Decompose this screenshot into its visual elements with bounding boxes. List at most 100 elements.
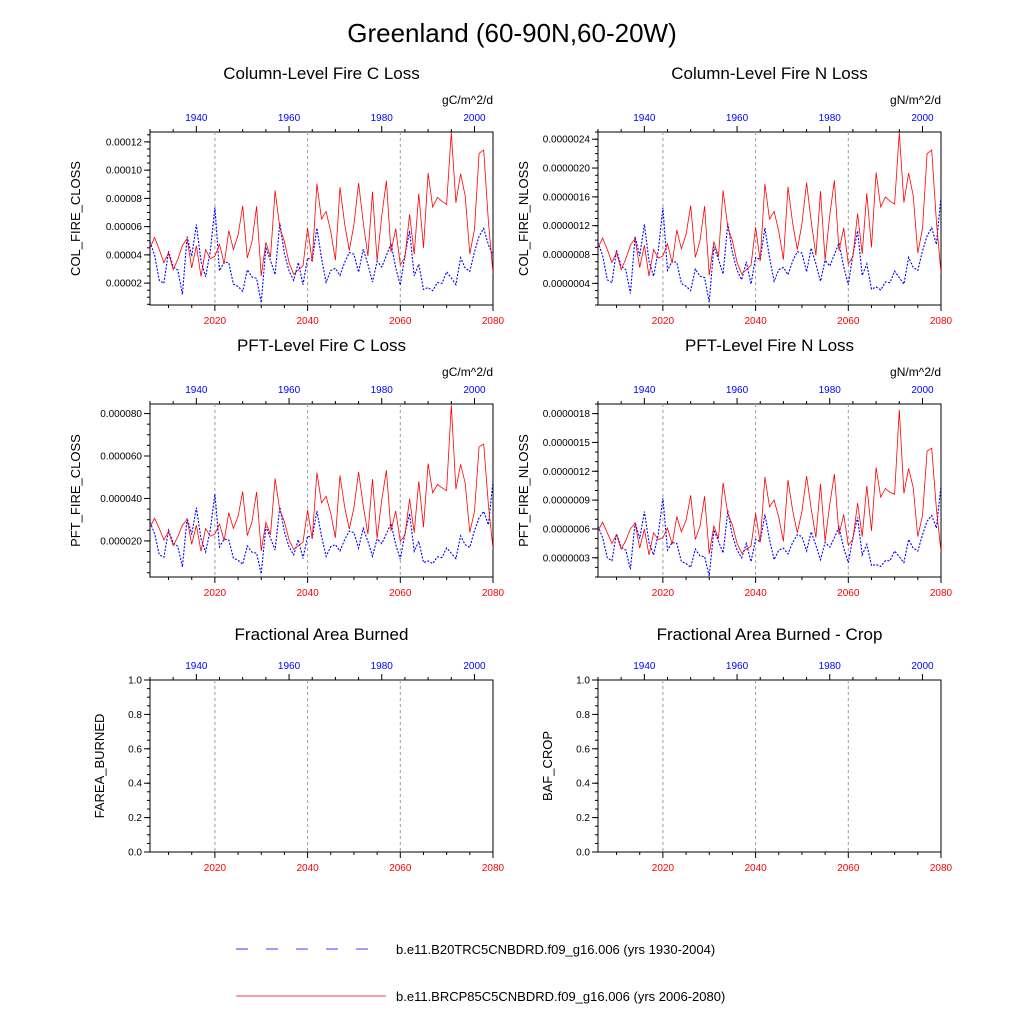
x-bottom-tick-label: 2080 (930, 316, 953, 327)
x-bottom-tick-label: 2080 (482, 588, 505, 599)
x-top-tick-label: 2000 (463, 113, 486, 124)
y-tick-label: 0.000080 (100, 409, 142, 420)
y-tick-label: 0.0000015 (543, 438, 591, 449)
x-bottom-tick-label: 2020 (204, 588, 227, 599)
x-bottom-tick-label: 2060 (837, 863, 860, 874)
x-bottom-tick-label: 2080 (930, 863, 953, 874)
x-bottom-tick-label: 2040 (296, 863, 319, 874)
chart-title: PFT-Level Fire N Loss (685, 336, 854, 355)
x-top-tick-label: 1940 (185, 113, 208, 124)
x-bottom-tick-label: 2020 (652, 588, 675, 599)
y-tick-label: 0.0000020 (543, 164, 591, 175)
x-top-tick-label: 1980 (371, 385, 394, 396)
plot-frame (149, 679, 494, 853)
chart-title: PFT-Level Fire C Loss (237, 336, 406, 355)
series-line-rcp85 (150, 405, 493, 552)
chart-panels: Column-Level Fire C Loss gC/m^2/d COL_FIRE… (68, 64, 953, 874)
x-top-tick-label: 1960 (278, 661, 301, 672)
y-tick-label: 0.6 (128, 744, 142, 755)
y-tick-label: 0.0000018 (543, 409, 591, 420)
y-tick-label: 0.4 (576, 779, 590, 790)
series-line-rcp85 (150, 132, 493, 277)
y-tick-label: 1.0 (576, 676, 590, 687)
x-top-tick-label: 1980 (819, 385, 842, 396)
x-top-tick-label: 2000 (911, 661, 934, 672)
chart-panel-4: PFT-Level Fire N Loss gN/m^2/d PFT_FIRE_NL… (516, 336, 953, 599)
y-axis-label: COL_FIRE_CLOSS (68, 161, 83, 276)
x-top-tick-label: 1980 (371, 113, 394, 124)
x-top-tick-label: 1940 (185, 661, 208, 672)
x-bottom-tick-label: 2060 (837, 316, 860, 327)
series-line-historical (150, 481, 493, 574)
x-bottom-tick-label: 2060 (837, 588, 860, 599)
x-bottom-tick-label: 2040 (744, 863, 767, 874)
legend: b.e11.B20TRC5CNBDRD.f09_g16.006 (yrs 193… (236, 942, 725, 1004)
legend-label-future: b.e11.BRCP85C5CNBDRD.f09_g16.006 (yrs 20… (396, 989, 725, 1004)
legend-label-historical: b.e11.B20TRC5CNBDRD.f09_g16.006 (yrs 193… (396, 942, 715, 957)
y-axis-label: FAREA_BURNED (92, 714, 107, 819)
series-line-historical (598, 196, 941, 303)
chart-title: Column-Level Fire N Loss (671, 64, 868, 83)
y-axis-label: BAF_CROP (540, 731, 555, 801)
x-top-tick-label: 1980 (819, 661, 842, 672)
series-line-rcp85 (598, 132, 941, 277)
y-tick-label: 0.00004 (106, 250, 143, 261)
x-top-tick-label: 1940 (185, 385, 208, 396)
x-bottom-tick-label: 2020 (652, 863, 675, 874)
x-top-tick-label: 2000 (463, 385, 486, 396)
y-tick-label: 0.00012 (106, 137, 143, 148)
x-bottom-tick-label: 2080 (482, 316, 505, 327)
figure-title: Greenland (60-90N,60-20W) (347, 18, 677, 48)
x-top-tick-label: 1980 (819, 113, 842, 124)
x-bottom-tick-label: 2040 (744, 316, 767, 327)
y-tick-label: 0.000040 (100, 494, 142, 505)
x-top-tick-label: 1960 (726, 385, 749, 396)
y-tick-label: 1.0 (128, 676, 142, 687)
chart-panel-1: Column-Level Fire C Loss gC/m^2/d COL_FIRE… (68, 64, 505, 327)
chart-title: Column-Level Fire C Loss (223, 64, 420, 83)
x-top-tick-label: 2000 (911, 385, 934, 396)
x-top-tick-label: 1980 (371, 661, 394, 672)
y-axis-label: PFT_FIRE_NLOSS (516, 434, 531, 547)
plot-frame (149, 131, 494, 306)
x-bottom-tick-label: 2080 (482, 863, 505, 874)
y-axis-label: PFT_FIRE_CLOSS (68, 434, 83, 547)
y-tick-label: 0.8 (128, 710, 142, 721)
x-bottom-tick-label: 2040 (296, 316, 319, 327)
y-tick-label: 0.000060 (100, 452, 142, 463)
y-tick-label: 0.4 (128, 779, 142, 790)
units-label: gN/m^2/d (890, 93, 941, 107)
x-bottom-tick-label: 2040 (744, 588, 767, 599)
y-tick-label: 0.0000004 (543, 279, 591, 290)
y-tick-label: 0.0000012 (543, 221, 591, 232)
y-tick-label: 0.6 (576, 744, 590, 755)
y-tick-label: 0.0000003 (543, 553, 591, 564)
y-tick-label: 0.0000016 (543, 192, 591, 203)
chart-title: Fractional Area Burned - Crop (657, 625, 883, 644)
units-label: gN/m^2/d (890, 365, 941, 379)
x-top-tick-label: 2000 (911, 113, 934, 124)
x-top-tick-label: 1960 (726, 113, 749, 124)
y-tick-label: 0.00008 (106, 194, 143, 205)
x-bottom-tick-label: 2020 (652, 316, 675, 327)
y-tick-label: 0.00002 (106, 279, 143, 290)
series-line-rcp85 (598, 409, 941, 555)
y-tick-label: 0.2 (576, 813, 590, 824)
x-top-tick-label: 1960 (278, 385, 301, 396)
y-tick-label: 0.00010 (106, 166, 143, 177)
chart-panel-6: Fractional Area Burned - Crop BAF_CROP 0.0… (540, 625, 953, 874)
y-tick-label: 0.0000006 (543, 524, 591, 535)
x-bottom-tick-label: 2040 (296, 588, 319, 599)
y-tick-label: 0.0000024 (543, 135, 591, 146)
units-label: gC/m^2/d (442, 365, 493, 379)
y-tick-label: 0.0 (128, 848, 142, 859)
y-tick-label: 0.0000012 (543, 467, 591, 478)
chart-panel-5: Fractional Area Burned FAREA_BURNED 0.0 0.2… (92, 625, 505, 874)
x-bottom-tick-label: 2020 (204, 316, 227, 327)
chart-panel-2: Column-Level Fire N Loss gN/m^2/d COL_FIRE… (516, 64, 953, 327)
y-tick-label: 0.0 (576, 848, 590, 859)
y-tick-label: 0.0000009 (543, 496, 591, 507)
x-top-tick-label: 1940 (633, 385, 656, 396)
x-bottom-tick-label: 2020 (204, 863, 227, 874)
x-top-tick-label: 1940 (633, 661, 656, 672)
